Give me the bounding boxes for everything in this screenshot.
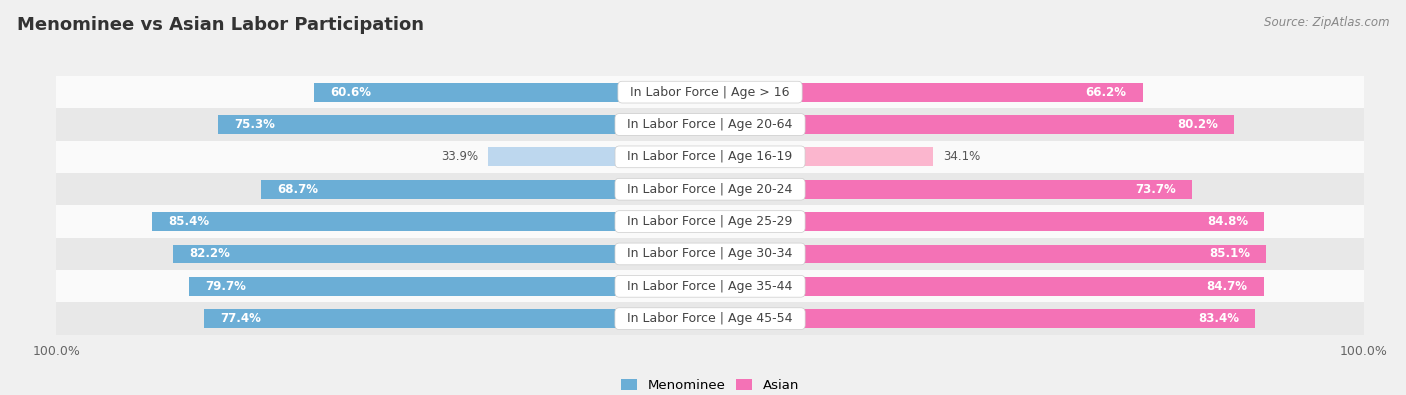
Bar [710, 147, 934, 166]
Text: In Labor Force | Age > 16: In Labor Force | Age > 16 [623, 86, 797, 99]
Bar [710, 212, 1264, 231]
Bar [710, 115, 1234, 134]
Text: 73.7%: 73.7% [1135, 183, 1175, 196]
Bar [56, 141, 1364, 173]
Text: 79.7%: 79.7% [205, 280, 246, 293]
Text: In Labor Force | Age 35-44: In Labor Force | Age 35-44 [619, 280, 801, 293]
Text: 85.1%: 85.1% [1209, 247, 1250, 260]
Bar [152, 212, 710, 231]
Bar [488, 147, 710, 166]
Bar [56, 238, 1364, 270]
Text: 82.2%: 82.2% [188, 247, 229, 260]
Bar [204, 309, 710, 328]
Text: In Labor Force | Age 20-64: In Labor Force | Age 20-64 [619, 118, 801, 131]
Bar [56, 303, 1364, 335]
Text: 84.8%: 84.8% [1206, 215, 1249, 228]
Text: In Labor Force | Age 20-24: In Labor Force | Age 20-24 [619, 183, 801, 196]
Text: 77.4%: 77.4% [221, 312, 262, 325]
Bar [710, 83, 1143, 102]
Bar [218, 115, 710, 134]
Bar [710, 245, 1267, 263]
Text: 34.1%: 34.1% [943, 150, 980, 164]
Text: 85.4%: 85.4% [169, 215, 209, 228]
Text: 66.2%: 66.2% [1085, 86, 1126, 99]
Bar [710, 180, 1192, 199]
Bar [56, 205, 1364, 238]
Text: 84.7%: 84.7% [1206, 280, 1247, 293]
Text: 83.4%: 83.4% [1198, 312, 1239, 325]
Text: 60.6%: 60.6% [330, 86, 371, 99]
Bar [56, 270, 1364, 303]
Bar [173, 245, 710, 263]
Text: 80.2%: 80.2% [1177, 118, 1218, 131]
Bar [710, 277, 1264, 296]
Bar [262, 180, 710, 199]
Bar [56, 76, 1364, 108]
Text: In Labor Force | Age 30-34: In Labor Force | Age 30-34 [619, 247, 801, 260]
Text: 68.7%: 68.7% [277, 183, 318, 196]
Text: In Labor Force | Age 25-29: In Labor Force | Age 25-29 [619, 215, 801, 228]
Bar [56, 173, 1364, 205]
Text: 75.3%: 75.3% [233, 118, 276, 131]
Text: Source: ZipAtlas.com: Source: ZipAtlas.com [1264, 16, 1389, 29]
Bar [56, 108, 1364, 141]
Text: Menominee vs Asian Labor Participation: Menominee vs Asian Labor Participation [17, 16, 423, 34]
Bar [188, 277, 710, 296]
Text: In Labor Force | Age 16-19: In Labor Force | Age 16-19 [620, 150, 800, 164]
Bar [710, 309, 1256, 328]
Text: 33.9%: 33.9% [441, 150, 478, 164]
Bar [314, 83, 710, 102]
Legend: Menominee, Asian: Menominee, Asian [621, 379, 799, 392]
Text: In Labor Force | Age 45-54: In Labor Force | Age 45-54 [619, 312, 801, 325]
